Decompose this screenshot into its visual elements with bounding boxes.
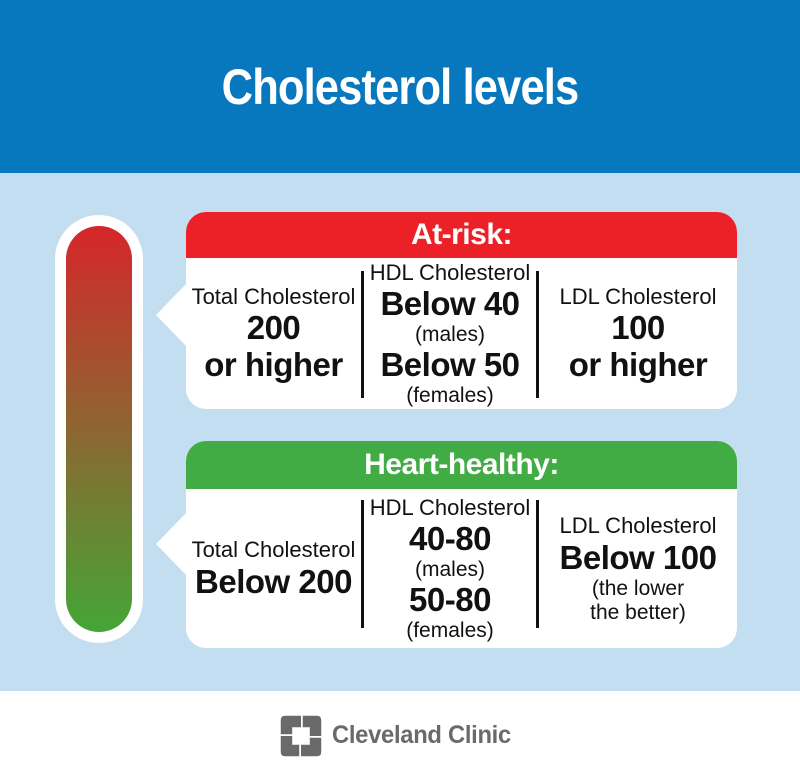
- at-risk-card-header: At-risk:: [186, 212, 737, 258]
- column-divider: [361, 271, 364, 398]
- cleveland-clinic-wordmark: Cleveland Clinic: [332, 721, 512, 749]
- heart-healthy-columns: Total Cholesterol Below 200 HDL Choleste…: [186, 489, 737, 648]
- ldl-cholesterol-qualifier: or higher: [568, 346, 708, 384]
- hdl-females-value: Below 50: [380, 346, 520, 384]
- hdl-cholesterol-label: HDL Cholesterol: [369, 494, 531, 520]
- ldl-cholesterol-label: LDL Cholesterol: [559, 283, 717, 309]
- total-cholesterol-qualifier: or higher: [204, 346, 343, 384]
- heart-healthy-total-cholesterol: Total Cholesterol Below 200: [186, 489, 361, 648]
- ldl-cholesterol-value: 100: [611, 309, 665, 347]
- at-risk-hdl-cholesterol: HDL Cholesterol Below 40 (males) Below 5…: [364, 258, 536, 409]
- at-risk-pointer-arrow: [156, 283, 187, 347]
- at-risk-total-cholesterol: Total Cholesterol 200 or higher: [186, 258, 361, 409]
- column-divider: [536, 500, 539, 628]
- total-cholesterol-label: Total Cholesterol: [191, 537, 356, 563]
- ldl-cholesterol-value: Below 100: [559, 538, 717, 576]
- hdl-males-value: Below 40: [380, 285, 520, 323]
- ldl-note-line2: the better): [590, 600, 686, 624]
- ldl-cholesterol-label: LDL Cholesterol: [559, 513, 717, 539]
- at-risk-card: At-risk: Total Cholesterol 200 or higher…: [156, 212, 737, 409]
- hdl-males-note: (males): [414, 323, 485, 347]
- ldl-note-line1: (the lower: [591, 576, 685, 600]
- cleveland-clinic-logo-icon: [281, 715, 322, 756]
- total-cholesterol-value: 200: [246, 309, 301, 347]
- hdl-females-note: (females): [406, 619, 494, 643]
- total-cholesterol-label: Total Cholesterol: [191, 283, 356, 309]
- total-cholesterol-value: Below 200: [195, 562, 352, 600]
- heart-healthy-ldl-cholesterol: LDL Cholesterol Below 100 (the lower the…: [539, 489, 737, 648]
- column-divider: [361, 500, 364, 628]
- heart-healthy-card-header: Heart-healthy:: [186, 441, 737, 489]
- hdl-males-value: 40-80: [409, 520, 491, 558]
- at-risk-columns: Total Cholesterol 200 or higher HDL Chol…: [186, 258, 737, 409]
- footer: Cleveland Clinic: [0, 691, 800, 780]
- hdl-males-note: (males): [414, 558, 485, 582]
- page-title: Cholesterol levels: [221, 58, 580, 115]
- column-divider: [536, 271, 539, 398]
- heart-healthy-card: Heart-healthy: Total Cholesterol Below 2…: [156, 441, 737, 648]
- at-risk-ldl-cholesterol: LDL Cholesterol 100 or higher: [539, 258, 737, 409]
- hdl-females-note: (females): [406, 384, 494, 408]
- hdl-females-value: 50-80: [409, 581, 491, 619]
- header-banner: Cholesterol levels: [0, 0, 800, 173]
- risk-scale-gradient: [66, 226, 132, 632]
- risk-scale-bar: [55, 215, 143, 643]
- hdl-cholesterol-label: HDL Cholesterol: [369, 259, 531, 285]
- heart-healthy-pointer-arrow: [156, 512, 187, 576]
- heart-healthy-hdl-cholesterol: HDL Cholesterol 40-80 (males) 50-80 (fem…: [364, 489, 536, 648]
